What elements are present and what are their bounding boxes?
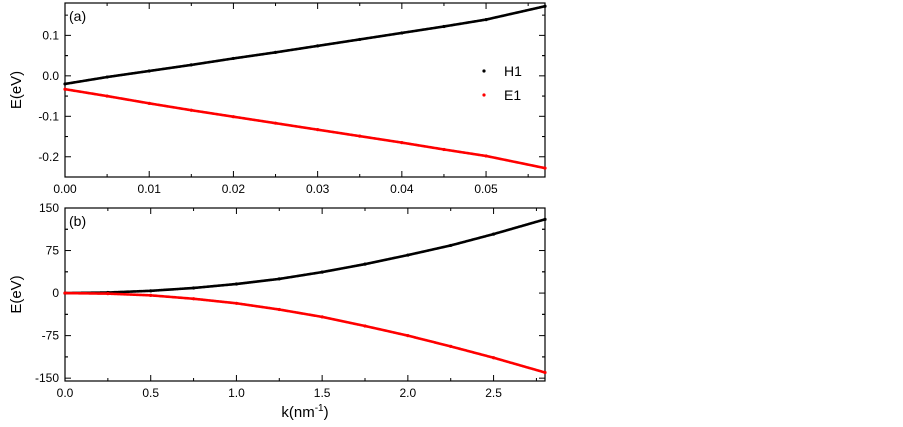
panel-a-data-point — [316, 44, 320, 48]
panel-a-data-point — [400, 31, 404, 35]
panel-a-data-point — [147, 69, 151, 73]
panel-a-series-2 — [63, 87, 547, 170]
panel-a-legend-label: H1 — [504, 63, 522, 79]
panel-b-y-tick-label: 150 — [39, 201, 59, 215]
panel-a-frame — [64, 2, 546, 178]
panel-a-y-tick-label: -0.1 — [38, 109, 59, 123]
panel-b-x-tick-label: 1.5 — [314, 386, 331, 400]
panel-b-chart: 0.0 0.5 1.0 1.5 2.0 2.5 150 75 0 -75 -150 E(eV) k(nm… — [8, 201, 547, 421]
panel-b-data-point — [234, 282, 239, 286]
panel-a-data-point — [189, 108, 193, 112]
panel-a-data-point — [316, 128, 320, 132]
panel-b-x-tick-label: 0.5 — [142, 386, 159, 400]
panel-b-series-line — [63, 218, 547, 295]
panel-b-data-point — [491, 232, 496, 236]
panel-a-data-point — [273, 50, 278, 54]
panel-b-data-point — [277, 277, 281, 281]
panel-b-y-tick-label: 0 — [52, 286, 59, 300]
panel-a-data-point — [147, 101, 151, 105]
panel-a-chart: 0.00 0.01 0.02 0.03 0.04 0.05 0.1 0.0 -0.1 -0.2 E(… — [8, 2, 547, 196]
panel-a-x-tick-label: 0.05 — [474, 182, 498, 196]
panel-a-data-point — [189, 63, 193, 67]
panel-b-x-tick-label: 0.0 — [57, 386, 74, 400]
panel-b-series-2 — [63, 291, 547, 375]
panel-b-data-point — [363, 262, 367, 266]
panel-b-data-point — [191, 297, 196, 301]
panel-b-y-tick-label: -150 — [35, 371, 59, 385]
panel-a-y-axis-label: E(eV) — [8, 71, 25, 109]
panel-a-x-tick-label: 0.04 — [390, 182, 414, 196]
panel-a-x-tick-label: 0.00 — [53, 182, 77, 196]
panel-b-data-point — [449, 344, 453, 348]
panel-a-y-tick-label: -0.2 — [38, 150, 59, 164]
panel-b-y-tick-label: 75 — [46, 244, 60, 258]
panel-b-data-point — [543, 217, 547, 221]
panel-b-data-point — [277, 307, 281, 312]
panel-b-x-axis-label: k(nm-1) — [281, 403, 328, 421]
panel-b-data-point — [149, 289, 153, 293]
panel-a-data-point — [105, 94, 109, 98]
panel-a-data-point — [231, 56, 236, 61]
panel-a-legend-marker — [482, 69, 486, 73]
panel-a-x-tick-label: 0.01 — [138, 182, 162, 196]
panel-a-data-point — [358, 134, 362, 138]
panel-a-legend: H1 E1 — [482, 63, 522, 103]
panel-b-y-axis-label: E(eV) — [8, 275, 25, 313]
panel-b-data-point — [149, 293, 153, 297]
panel-b-data-point — [320, 315, 324, 319]
panel-a-series-line — [63, 4, 547, 86]
panel-a-data-point — [358, 37, 362, 42]
panel-a-x-tick-label: 0.02 — [222, 182, 246, 196]
panel-b-data-point — [406, 334, 410, 338]
panel-b-label: (b) — [69, 213, 86, 229]
panel-a-data-point — [543, 166, 547, 170]
panel-a-x-tick-label: 0.03 — [306, 182, 330, 196]
panel-a-data-point — [63, 82, 67, 86]
panel-a-series-line — [63, 87, 547, 170]
panel-a-legend-marker — [482, 93, 486, 97]
panel-a-data-point — [484, 154, 488, 158]
panel-b-data-point — [543, 370, 547, 375]
panel-a-data-point — [400, 141, 404, 145]
panel-a-data-point — [543, 4, 547, 8]
panel-a-data-point — [273, 121, 278, 125]
panel-a-data-point — [442, 147, 446, 152]
panel-b-data-point — [106, 292, 110, 296]
panel-b-data-point — [449, 243, 453, 248]
panel-a-data-point — [63, 87, 67, 91]
panel-b-data-point — [63, 291, 67, 295]
panel-a-series-1 — [63, 4, 547, 86]
panel-b-data-point — [491, 356, 496, 360]
panel-b-series-1 — [63, 217, 547, 295]
panel-b-data-point — [234, 301, 239, 305]
panel-b-x-tick-label: 2.0 — [400, 386, 417, 400]
panel-b-series-line — [63, 291, 547, 374]
panel-a-y-tick-label: 0.0 — [42, 69, 59, 83]
panel-a-data-point — [231, 115, 236, 119]
panel-b-y-tick-label: -75 — [42, 329, 60, 343]
panel-b-x-tick-label: 2.5 — [485, 386, 502, 400]
panel-b-data-point — [406, 253, 410, 257]
panel-a-data-point — [484, 17, 488, 22]
panel-a-label: (a) — [69, 8, 86, 24]
panel-a-y-tick-label: 0.1 — [42, 28, 59, 42]
panel-b-data-point — [320, 270, 324, 274]
panel-a-data-point — [105, 75, 109, 79]
panel-a-legend-label: E1 — [504, 87, 521, 103]
panel-a-data-point — [442, 24, 446, 29]
panel-b-data-point — [363, 324, 367, 328]
panel-b-x-tick-label: 1.0 — [228, 386, 245, 400]
panel-b-data-point — [191, 286, 196, 290]
